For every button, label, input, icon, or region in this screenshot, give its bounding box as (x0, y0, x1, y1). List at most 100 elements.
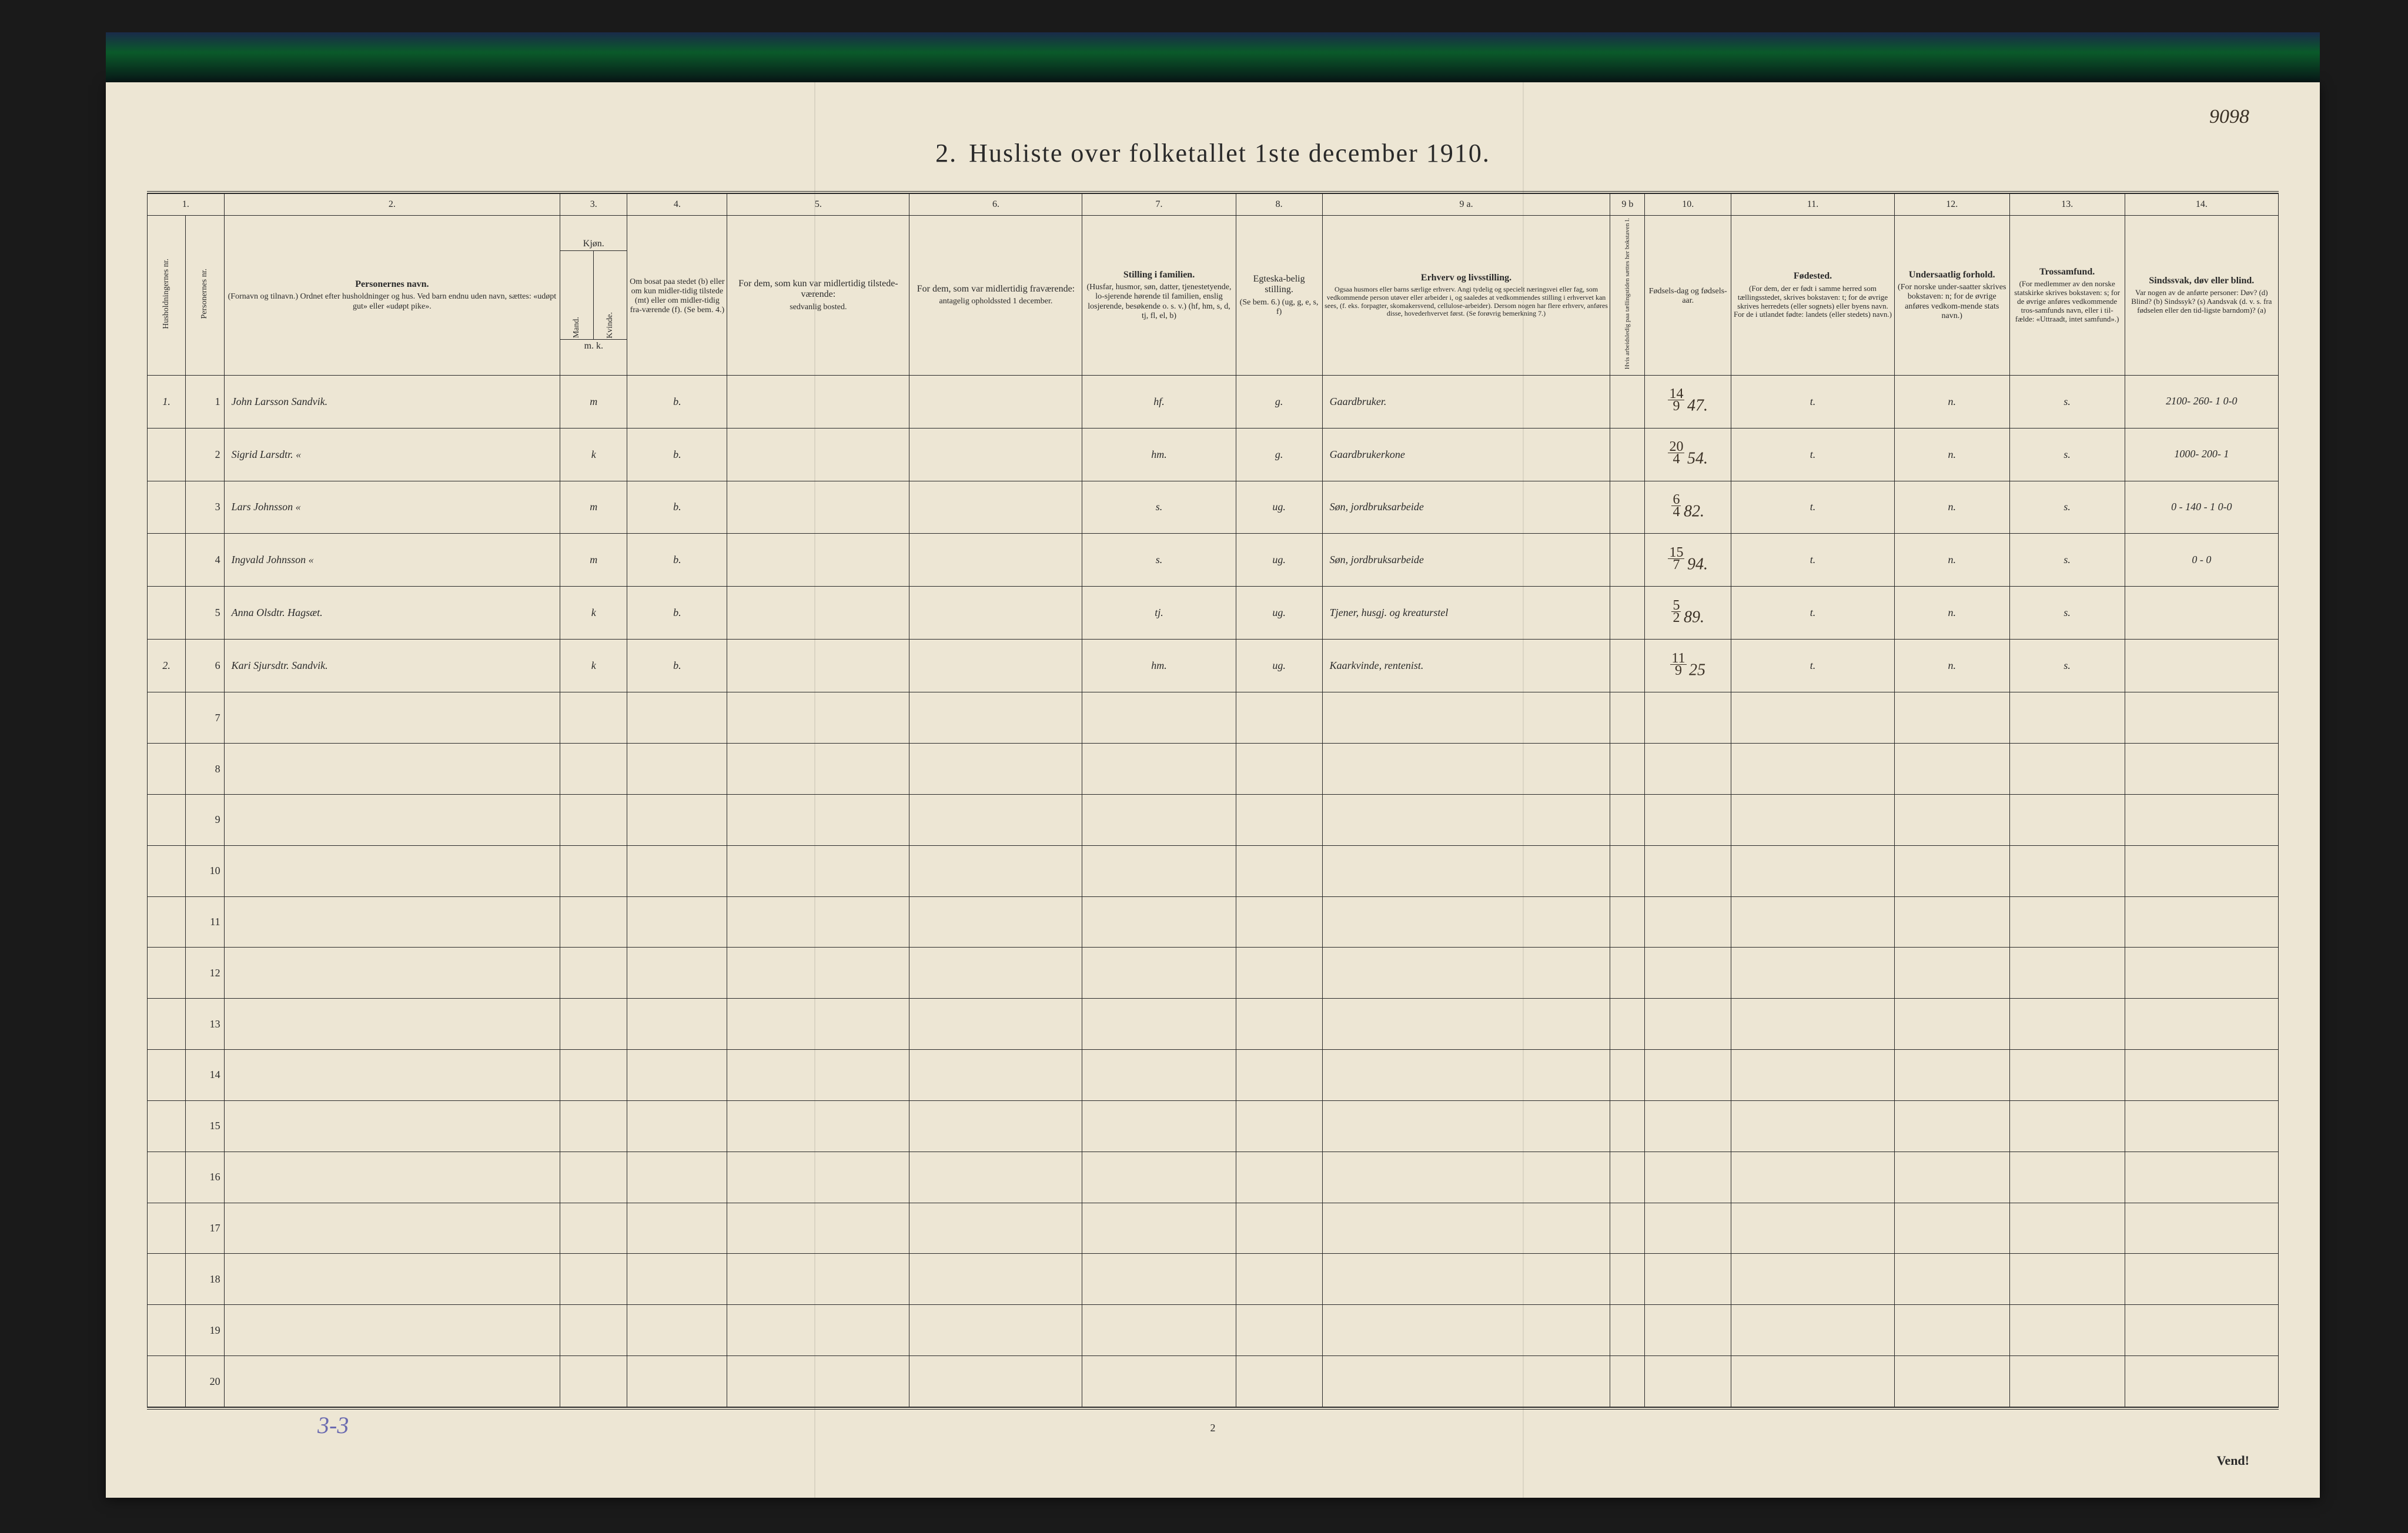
cell-egteskab (1236, 1305, 1322, 1356)
cell-sex: k (560, 640, 627, 692)
cell-name: Sigrid Larsdtr. « (224, 428, 560, 481)
cell-trossamfund (2009, 1152, 2125, 1203)
cell-arbeidsledig (1610, 1254, 1645, 1305)
cell-fodested: t. (1731, 481, 1895, 534)
cell-fodested (1731, 744, 1895, 795)
cell-erhverv (1322, 1305, 1610, 1356)
cell-trossamfund (2009, 1203, 2125, 1254)
cell-person-nr: 12 (186, 948, 224, 999)
cell-egteskab (1236, 1356, 1322, 1407)
cell-person-nr: 9 (186, 794, 224, 845)
cell-sex (560, 1356, 627, 1407)
col-header-arbeidsledig: Hvis arbeidsledig paa tællingstiden sætt… (1610, 216, 1645, 376)
cell-fodselsdato (1645, 1305, 1731, 1356)
cell-person-nr: 8 (186, 744, 224, 795)
cell-person-nr: 20 (186, 1356, 224, 1407)
cell-fodselsdato (1645, 1254, 1731, 1305)
cell-bosat (627, 845, 727, 896)
col-header-person-nr: Personernes nr. (186, 216, 224, 376)
cell-margin-note (2125, 1203, 2278, 1254)
colnum: 5. (727, 194, 909, 216)
cell-fodselsdato (1645, 948, 1731, 999)
cell-margin-note (2125, 896, 2278, 948)
cell-arbeidsledig (1610, 845, 1645, 896)
cell-undersaat (1894, 896, 2009, 948)
cell-household-nr (148, 1100, 186, 1152)
cell-trossamfund: s. (2009, 640, 2125, 692)
cell-household-nr (148, 999, 186, 1050)
cell-trossamfund: s. (2009, 587, 2125, 640)
cell-arbeidsledig (1610, 640, 1645, 692)
cell-erhverv: Kaarkvinde, rentenist. (1322, 640, 1610, 692)
colnum: 9 a. (1322, 194, 1610, 216)
cell-name (224, 1305, 560, 1356)
cell-person-nr: 11 (186, 896, 224, 948)
cell-margin-note (2125, 1152, 2278, 1203)
cell-household-nr: 2. (148, 640, 186, 692)
cell-person-nr: 3 (186, 481, 224, 534)
cell-midl-tilstede (727, 1050, 909, 1101)
scan-top-strip (106, 32, 2320, 82)
census-row: 5 Anna Olsdtr. Hagsæt. k b. tj. ug. Tjen… (148, 587, 2279, 640)
cell-fodested: t. (1731, 640, 1895, 692)
colnum: 8. (1236, 194, 1322, 216)
cell-arbeidsledig (1610, 999, 1645, 1050)
cell-bosat: b. (627, 375, 727, 428)
colnum: 4. (627, 194, 727, 216)
cell-trossamfund: s. (2009, 534, 2125, 587)
cell-midl-tilstede (727, 1152, 909, 1203)
cell-arbeidsledig (1610, 692, 1645, 744)
cell-midl-tilstede (727, 794, 909, 845)
cell-midl-tilstede (727, 1356, 909, 1407)
cell-erhverv: Søn, jordbruksarbeide (1322, 481, 1610, 534)
cell-stilling (1082, 692, 1236, 744)
cell-trossamfund (2009, 1100, 2125, 1152)
cell-erhverv (1322, 744, 1610, 795)
cell-sex (560, 794, 627, 845)
cell-margin-note (2125, 1305, 2278, 1356)
cell-household-nr (148, 1254, 186, 1305)
cell-person-nr: 6 (186, 640, 224, 692)
cell-bosat: b. (627, 534, 727, 587)
cell-stilling (1082, 948, 1236, 999)
cell-arbeidsledig (1610, 428, 1645, 481)
cell-bosat (627, 896, 727, 948)
cell-person-nr: 7 (186, 692, 224, 744)
census-tbody: 1. 1 John Larsson Sandvik. m b. hf. g. G… (148, 375, 2279, 1407)
cell-arbeidsledig (1610, 1100, 1645, 1152)
cell-egteskab (1236, 744, 1322, 795)
cell-midl-frav (909, 999, 1082, 1050)
cell-sex (560, 692, 627, 744)
cell-household-nr (148, 1356, 186, 1407)
cell-erhverv: Tjener, husgj. og kreaturstel (1322, 587, 1610, 640)
cell-fodested (1731, 1305, 1895, 1356)
cell-midl-tilstede (727, 640, 909, 692)
cell-undersaat (1894, 999, 2009, 1050)
cell-midl-tilstede (727, 534, 909, 587)
col-header-trossamfund: Trossamfund. (For medlemmer av den norsk… (2009, 216, 2125, 376)
cell-bosat (627, 1100, 727, 1152)
cell-stilling (1082, 1203, 1236, 1254)
cell-bosat: b. (627, 481, 727, 534)
cell-margin-note (2125, 692, 2278, 744)
cell-sex (560, 1254, 627, 1305)
cell-margin-note (2125, 1356, 2278, 1407)
cell-household-nr (148, 587, 186, 640)
cell-erhverv (1322, 896, 1610, 948)
cell-household-nr (148, 948, 186, 999)
census-row: 3 Lars Johnsson « m b. s. ug. Søn, jordb… (148, 481, 2279, 534)
topright-annotation: 9098 (2209, 106, 2249, 128)
cell-arbeidsledig (1610, 744, 1645, 795)
cell-midl-tilstede (727, 1254, 909, 1305)
cell-fodested (1731, 1356, 1895, 1407)
cell-stilling: hm. (1082, 428, 1236, 481)
cell-stilling: tj. (1082, 587, 1236, 640)
cell-fodested: t. (1731, 428, 1895, 481)
colnum: 9 b (1610, 194, 1645, 216)
cell-undersaat (1894, 1305, 2009, 1356)
cell-erhverv: Søn, jordbruksarbeide (1322, 534, 1610, 587)
cell-margin-note (2125, 999, 2278, 1050)
cell-undersaat (1894, 692, 2009, 744)
cell-egteskab: ug. (1236, 534, 1322, 587)
census-row: 2. 6 Kari Sjursdtr. Sandvik. k b. hm. ug… (148, 640, 2279, 692)
